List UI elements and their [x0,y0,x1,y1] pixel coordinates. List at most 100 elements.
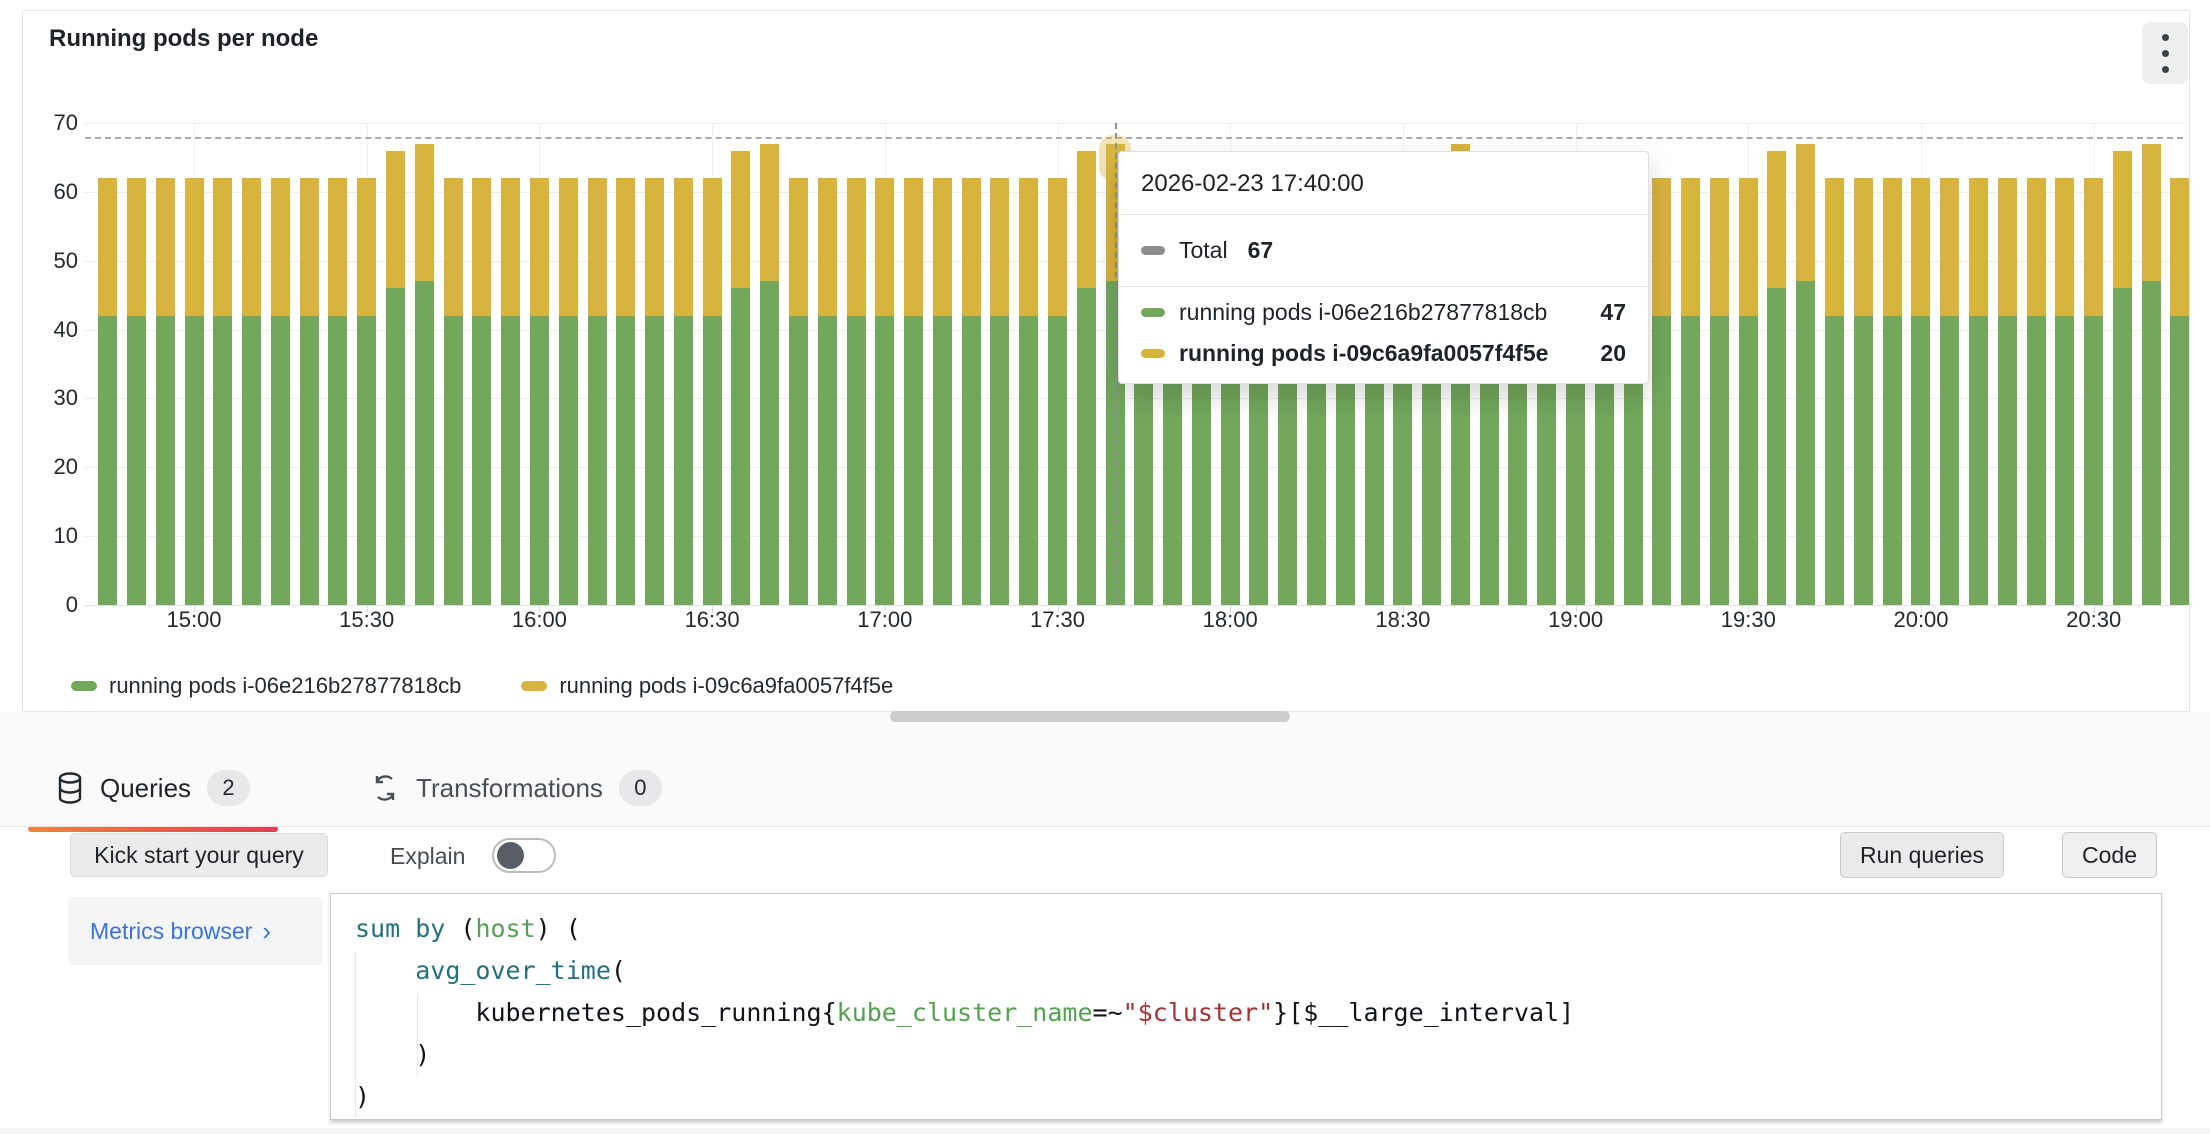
promql-code-editor[interactable]: sum by (host) ( avg_over_time( kubernete… [330,893,2162,1120]
section-gap [0,712,2210,827]
bar-15:45[interactable] [443,178,463,605]
bar-segment-yellow [328,178,348,316]
bar-segment-green [1738,315,1758,605]
bar-segment-yellow [1796,143,1816,282]
bar-segment-green [731,288,751,605]
bar-19:30[interactable] [1738,178,1758,605]
bar-16:20[interactable] [645,178,664,605]
bar-19:15[interactable] [1652,178,1672,605]
y-axis-tick-label: 20 [53,454,78,480]
bar-segment-yellow [98,178,118,316]
bar-17:30[interactable] [1047,178,1067,605]
bar-20:15[interactable] [1997,178,2017,605]
legend-item[interactable]: running pods i-06e216b27877818cb [71,673,461,699]
bar-20:00[interactable] [1911,178,1931,605]
bar-19:40[interactable] [1796,143,1816,605]
bar-15:35[interactable] [386,150,405,606]
bar-16:55[interactable] [846,178,866,605]
bar-17:15[interactable] [961,178,981,605]
code-token: ) [355,1040,431,1069]
bar-segment-green [2084,315,2103,605]
bar-14:50[interactable] [127,178,146,605]
bar-segment-green [213,315,233,605]
x-axis-tick-label: 20:30 [2066,607,2122,632]
run-queries-button[interactable]: Run queries [1840,832,2004,878]
bar-16:05[interactable] [558,178,578,605]
tooltip-total-label: Total [1179,237,1228,263]
code-mode-button[interactable]: Code [2062,832,2157,878]
panel-resize-handle[interactable] [890,711,1290,722]
bar-20:25[interactable] [2055,178,2075,605]
chart-legend: running pods i-06e216b27877818cb running … [71,673,893,699]
tab-queries[interactable]: Queries 2 [28,758,279,832]
bar-17:10[interactable] [932,178,952,605]
bar-15:10[interactable] [242,178,262,605]
stacked-bar-chart[interactable]: 0 10 20 30 40 50 60 70 15:00 15:30 16:00 16:30 17:00… [23,11,2191,713]
tab-transformations[interactable]: Transformations 0 [342,758,690,818]
bar-17:20[interactable] [990,178,1010,605]
bar-15:30[interactable] [357,178,377,605]
y-axis-tick-label: 10 [53,523,78,549]
bar-19:50[interactable] [1853,178,1873,605]
bar-segment-yellow [1825,178,1844,316]
bar-16:25[interactable] [673,178,693,605]
bar-17:25[interactable] [1019,178,1039,605]
bar-14:45[interactable] [98,178,118,605]
bar-14:55[interactable] [155,178,175,605]
bar-20:20[interactable] [2026,178,2046,605]
hover-crosshair [1115,123,1117,605]
bar-segment-green [1508,315,1528,605]
bar-19:45[interactable] [1825,178,1844,605]
bar-segment-green [1076,288,1096,605]
explain-toggle[interactable] [492,838,556,873]
bar-16:10[interactable] [587,178,607,605]
bar-segment-yellow [731,150,751,289]
bar-15:55[interactable] [501,178,521,605]
bar-16:45[interactable] [788,178,808,605]
bar-16:15[interactable] [616,178,636,605]
bar-15:40[interactable] [414,143,434,605]
bar-15:05[interactable] [213,178,233,605]
bar-15:25[interactable] [328,178,348,605]
bar-16:00[interactable] [529,178,549,605]
bar-20:10[interactable] [1968,178,1988,605]
bar-19:35[interactable] [1767,150,1787,606]
bar-16:30[interactable] [702,178,722,605]
bar-17:05[interactable] [904,178,923,605]
x-axis-tick [1575,605,1577,612]
bar-segment-green [1825,315,1844,605]
bar-19:55[interactable] [1882,178,1902,605]
bar-segment-green [1019,315,1039,605]
bar-17:00[interactable] [875,178,895,605]
bar-segment-yellow [1709,178,1729,316]
bar-20:30[interactable] [2084,178,2103,605]
bar-15:50[interactable] [472,178,492,605]
bar-segment-yellow [1738,178,1758,316]
bar-20:35[interactable] [2112,150,2132,606]
bar-15:00[interactable] [184,178,204,605]
kick-start-query-button[interactable]: Kick start your query [70,833,328,877]
bar-17:35[interactable] [1076,150,1096,606]
bar-20:05[interactable] [1940,178,1960,605]
panel-menu-button[interactable] [2142,22,2188,84]
bar-19:25[interactable] [1709,178,1729,605]
legend-item[interactable]: running pods i-09c6a9fa0057f4f5e [521,673,893,699]
bar-20:45[interactable] [2170,178,2190,605]
code-token: }[$__large_interval] [1273,998,1575,1027]
code-token: "$cluster" [1122,998,1274,1027]
bar-15:20[interactable] [299,178,319,605]
metrics-browser-button[interactable]: Metrics browser › [68,897,322,965]
bar-19:20[interactable] [1681,178,1701,605]
bar-16:40[interactable] [760,143,780,605]
x-axis-tick-label: 17:00 [857,607,913,632]
bar-segment-green [414,281,434,605]
bar-15:15[interactable] [270,178,290,605]
bar-20:40[interactable] [2141,143,2161,605]
bar-16:50[interactable] [817,178,837,605]
panel-running-pods: 0 10 20 30 40 50 60 70 15:00 15:30 16:00 16:30 17:00… [22,10,2190,712]
bar-segment-green [1709,315,1729,605]
bar-16:35[interactable] [731,150,751,606]
bar-segment-yellow [1076,150,1096,289]
code-token: =~ [1092,998,1123,1027]
gridline [85,536,2183,538]
